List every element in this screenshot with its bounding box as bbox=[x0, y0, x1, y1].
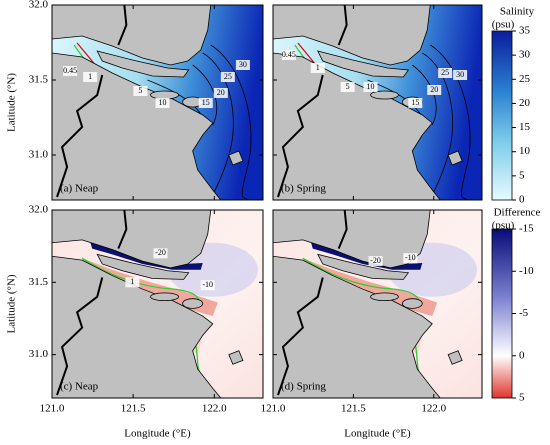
contour-label: 5 bbox=[346, 82, 350, 91]
panel-label: (d) Spring bbox=[281, 381, 326, 393]
contour-label-bg bbox=[427, 85, 442, 95]
y-tick-label: 31.0 bbox=[29, 149, 49, 161]
colorbar-title: Salinity bbox=[500, 6, 535, 18]
colorbar-tick-label: -15 bbox=[519, 223, 534, 235]
colorbar-tick-label: 20 bbox=[519, 97, 531, 109]
contour-label: 15 bbox=[202, 98, 210, 107]
contour-label-bg bbox=[133, 86, 148, 96]
contour-label: -10 bbox=[405, 253, 416, 262]
contour-label: 25 bbox=[224, 72, 232, 81]
contour-label-bg bbox=[83, 72, 98, 82]
contour-label-bg bbox=[125, 277, 140, 288]
contour-label-bg bbox=[235, 60, 250, 70]
contour-label-bg bbox=[220, 72, 235, 82]
contour-label-bg bbox=[281, 50, 296, 60]
map-panel: -20 -10 bbox=[273, 210, 482, 398]
contour-label-bg bbox=[453, 70, 468, 80]
contour-label: -10 bbox=[202, 280, 213, 289]
y-tick-label: 31.0 bbox=[29, 348, 49, 360]
panel-frame bbox=[51, 4, 264, 201]
x-tick-label: 121.5 bbox=[341, 403, 366, 415]
colorbar-tick-label: 10 bbox=[519, 145, 531, 157]
contour-label: -20 bbox=[370, 256, 381, 265]
contour-label-bg bbox=[310, 63, 325, 73]
contour-label: 20 bbox=[430, 85, 438, 94]
contour-label: 20 bbox=[217, 88, 225, 97]
contour-label: 25 bbox=[441, 68, 449, 77]
contour-label: 10 bbox=[367, 82, 375, 91]
contour-label-bg bbox=[403, 253, 418, 264]
contour-label: 30 bbox=[239, 60, 247, 69]
panel-label: (b) Spring bbox=[281, 183, 326, 195]
contour-label-bg bbox=[155, 98, 170, 108]
colorbar-tick-label: -5 bbox=[519, 307, 529, 319]
colorbar-tick-label: 30 bbox=[519, 49, 531, 61]
contour-label: 0.45 bbox=[282, 50, 296, 59]
x-axis-label: Longitude (°E) bbox=[124, 428, 191, 440]
panel-label: (c) Neap bbox=[60, 381, 99, 393]
x-tick-label: 121.0 bbox=[40, 403, 65, 415]
y-tick-label: 32.0 bbox=[29, 204, 49, 216]
colorbar-tick-label: 5 bbox=[519, 169, 525, 181]
contour-label-bg bbox=[198, 98, 213, 108]
colorbar-tick-label: 5 bbox=[519, 392, 525, 404]
colorbar-tick-label: 0 bbox=[519, 349, 525, 361]
colorbar-tick-label: -10 bbox=[519, 265, 534, 277]
y-tick-label: 31.5 bbox=[29, 74, 49, 86]
x-tick-label: 122.0 bbox=[421, 403, 446, 415]
colorbar-unit: (psu) bbox=[492, 220, 515, 232]
contour-label: 1 bbox=[130, 277, 134, 286]
x-tick-label: 121.0 bbox=[261, 403, 286, 415]
contour-label: 30 bbox=[456, 70, 464, 79]
colorbar-tick-label: 15 bbox=[519, 121, 531, 133]
contour-label: 15 bbox=[411, 98, 419, 107]
y-axis-label: Latitude (°N) bbox=[6, 274, 18, 333]
panel-frame bbox=[272, 4, 483, 201]
y-axis-label: Latitude (°N) bbox=[6, 73, 18, 132]
contour-label: 5 bbox=[138, 86, 142, 95]
colorbar-unit: (psu) bbox=[492, 19, 515, 31]
panel-frame bbox=[272, 209, 483, 399]
contour-label-bg bbox=[368, 256, 383, 267]
colorbar-title: Difference bbox=[494, 207, 541, 219]
contour-label-bg bbox=[200, 280, 215, 291]
contour-label-bg bbox=[438, 68, 453, 78]
contour-label-bg bbox=[63, 66, 78, 76]
contour-label: -20 bbox=[155, 248, 166, 257]
contour-label: 1 bbox=[88, 72, 92, 81]
colorbar-tick-label: 25 bbox=[519, 73, 531, 85]
contour-label-bg bbox=[340, 82, 355, 92]
y-tick-label: 32.0 bbox=[29, 0, 49, 11]
contour-label-bg bbox=[408, 98, 423, 108]
contour-label-bg bbox=[153, 248, 168, 259]
contour-label-bg bbox=[213, 88, 228, 98]
contour-label-bg bbox=[363, 82, 378, 92]
colorbar bbox=[491, 228, 513, 399]
panel-frame bbox=[51, 209, 264, 399]
map-panel: -20 -10 1 bbox=[52, 210, 263, 398]
x-axis-label: Longitude (°E) bbox=[344, 428, 411, 440]
colorbar bbox=[491, 30, 513, 201]
y-tick-label: 31.5 bbox=[29, 276, 49, 288]
colorbar-tick-label: 35 bbox=[519, 25, 531, 37]
x-tick-label: 121.5 bbox=[121, 403, 146, 415]
contour-label: 1 bbox=[316, 63, 320, 72]
contour-label: 0.45 bbox=[63, 66, 77, 75]
colorbar-tick-label: 0 bbox=[519, 194, 525, 206]
panel-label: (a) Neap bbox=[60, 183, 99, 195]
contour-label: 10 bbox=[159, 98, 167, 107]
x-tick-label: 122.0 bbox=[202, 403, 227, 415]
